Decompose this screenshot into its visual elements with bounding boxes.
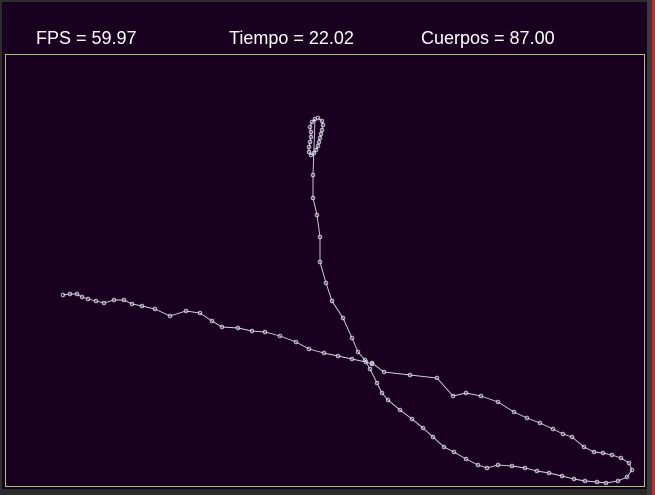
window-frame-left [0, 0, 2, 495]
time-counter: Tiempo = 22.02 [229, 28, 354, 48]
window-frame-accent [652, 0, 655, 495]
window-frame-bottom [0, 489, 647, 495]
fps-counter: FPS = 59.97 [36, 28, 137, 48]
bodies-counter: Cuerpos = 87.00 [421, 28, 555, 48]
simulation-area[interactable] [5, 54, 645, 487]
window-frame-right [647, 0, 652, 495]
window-frame-top [0, 0, 655, 2]
